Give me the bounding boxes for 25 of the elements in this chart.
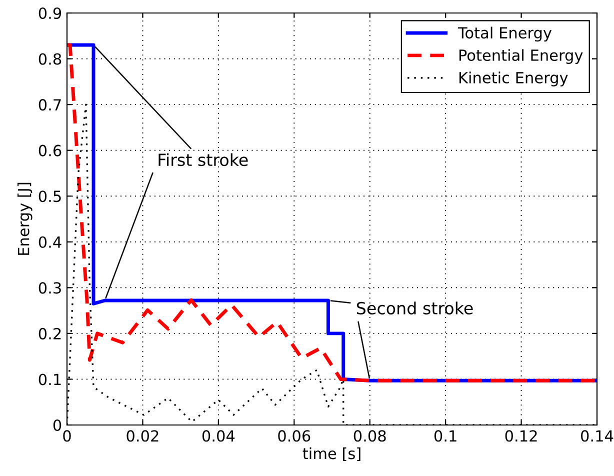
y-tick-label: 0 xyxy=(53,419,62,432)
x-tick-label: 0.12 xyxy=(505,430,537,442)
y-tick-label: 0.8 xyxy=(38,53,62,65)
legend-label: Total Energy xyxy=(458,26,552,42)
y-tick-label: 0.9 xyxy=(38,7,62,20)
x-axis-title: time [s] xyxy=(302,447,360,462)
x-tick-label: 0.14 xyxy=(581,430,614,442)
x-tick-label: 0.08 xyxy=(354,430,386,442)
x-tick-label: 0 xyxy=(63,430,71,442)
x-tick-label: 0.04 xyxy=(202,430,235,442)
x-tick-label: 0.1 xyxy=(434,430,456,442)
x-tick-label: 0.02 xyxy=(126,430,158,442)
y-tick-label: 0.2 xyxy=(38,328,61,340)
y-tick-label: 0.3 xyxy=(38,282,61,294)
y-tick-label: 0.7 xyxy=(38,99,61,111)
y-tick-label: 0.1 xyxy=(38,374,61,386)
y-axis-title: Energy [J] xyxy=(18,182,32,255)
annotation: Second stroke xyxy=(356,302,473,314)
annotation: First stroke xyxy=(158,153,248,166)
y-tick-label: 0.5 xyxy=(38,190,61,202)
legend-label: Potential Energy xyxy=(459,49,583,64)
x-tick-label: 0.06 xyxy=(278,430,310,442)
legend-label: Kinetic Energy xyxy=(459,72,568,86)
y-tick-label: 0.6 xyxy=(38,144,62,156)
y-tick-label: 0.4 xyxy=(38,236,62,248)
